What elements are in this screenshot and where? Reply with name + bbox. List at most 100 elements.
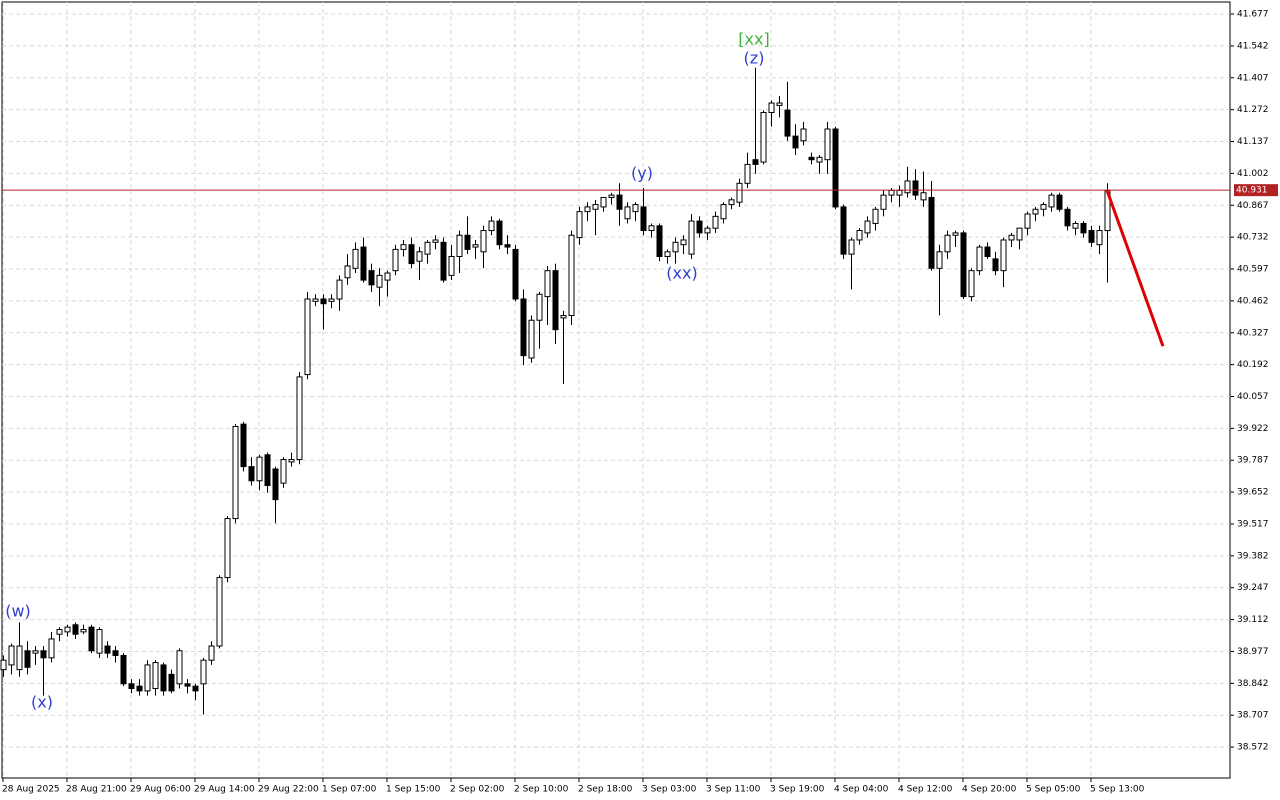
candle-body bbox=[336, 279, 343, 300]
x-tick-label: 5 Sep 13:00 bbox=[1090, 785, 1145, 795]
candle-body bbox=[240, 423, 247, 468]
x-tick-label: 29 Aug 22:00 bbox=[258, 785, 319, 795]
candle-body bbox=[152, 662, 159, 690]
candle-body bbox=[304, 298, 311, 376]
y-tick-label: 39.652 bbox=[1237, 488, 1269, 498]
candle-body bbox=[328, 298, 335, 302]
candle-body bbox=[592, 204, 599, 210]
candle-body bbox=[312, 298, 319, 302]
candle-body bbox=[1056, 194, 1063, 210]
candle-body bbox=[736, 182, 743, 203]
candle-body bbox=[208, 645, 215, 661]
y-tick-label: 40.327 bbox=[1237, 328, 1269, 338]
candle-body bbox=[112, 650, 119, 656]
wave-label: (y) bbox=[631, 164, 653, 183]
candle-body bbox=[608, 194, 615, 198]
candle-body bbox=[320, 298, 327, 305]
candle-body bbox=[800, 128, 807, 142]
candle-body bbox=[1008, 234, 1015, 241]
wave-label: (x) bbox=[31, 693, 53, 712]
candle-body bbox=[408, 244, 415, 265]
y-tick-label: 38.572 bbox=[1237, 743, 1269, 753]
candle-body bbox=[888, 189, 895, 196]
candle-body bbox=[440, 241, 447, 281]
candle-body bbox=[144, 664, 151, 692]
candle-body bbox=[1024, 213, 1031, 229]
candle-body bbox=[424, 241, 431, 255]
candle-body bbox=[784, 109, 791, 137]
candle-body bbox=[792, 135, 799, 149]
candle-body bbox=[552, 270, 559, 331]
candle-body bbox=[1080, 222, 1087, 234]
candle-body bbox=[600, 196, 607, 208]
candle-body bbox=[64, 626, 71, 633]
candle-body bbox=[808, 156, 815, 161]
candle-body bbox=[224, 518, 231, 579]
y-tick-label: 39.382 bbox=[1237, 551, 1269, 561]
candle-body bbox=[360, 246, 367, 281]
x-tick-label: 5 Sep 05:00 bbox=[1026, 785, 1081, 795]
x-tick-label: 1 Sep 07:00 bbox=[322, 785, 377, 795]
candle-body bbox=[80, 629, 87, 633]
x-tick-label: 29 Aug 06:00 bbox=[130, 785, 191, 795]
candle-body bbox=[648, 225, 655, 232]
x-tick-label: 2 Sep 10:00 bbox=[514, 785, 569, 795]
candle-body bbox=[48, 638, 55, 659]
y-tick-label: 41.137 bbox=[1237, 137, 1269, 147]
wave-label: (z) bbox=[744, 49, 765, 68]
candle-body bbox=[200, 659, 207, 685]
candle-body bbox=[504, 244, 511, 248]
y-tick-label: 39.247 bbox=[1237, 583, 1269, 593]
candle-body bbox=[1040, 204, 1047, 210]
candle-body bbox=[872, 208, 879, 224]
candle-body bbox=[288, 459, 295, 463]
candle-body bbox=[976, 246, 983, 272]
candle-body bbox=[928, 196, 935, 269]
candle-body bbox=[352, 248, 359, 269]
y-tick-label: 40.867 bbox=[1237, 201, 1269, 211]
candle-body bbox=[88, 626, 95, 652]
candle-body bbox=[664, 251, 671, 257]
candle-body bbox=[1088, 230, 1095, 243]
candle-body bbox=[1000, 239, 1007, 272]
candle-body bbox=[384, 272, 391, 281]
candle-body bbox=[272, 468, 279, 501]
grid bbox=[2, 2, 1230, 778]
y-tick-label: 41.272 bbox=[1237, 105, 1269, 115]
candle-body bbox=[392, 248, 399, 272]
candle-body bbox=[464, 234, 471, 250]
y-tick-label: 41.002 bbox=[1237, 169, 1269, 179]
candle-body bbox=[896, 189, 903, 196]
x-tick-label: 3 Sep 11:00 bbox=[706, 785, 761, 795]
candle-body bbox=[296, 376, 303, 461]
candle-body bbox=[448, 255, 455, 276]
candle-body bbox=[584, 206, 591, 213]
candle-body bbox=[776, 102, 783, 106]
candle-body bbox=[856, 230, 863, 241]
x-tick-label: 28 Aug 2025 bbox=[2, 785, 60, 795]
candle-body bbox=[1096, 230, 1103, 246]
y-tick-label: 40.057 bbox=[1237, 392, 1269, 402]
candle-body bbox=[72, 624, 79, 635]
candle-body bbox=[656, 225, 663, 257]
y-tick-label: 38.707 bbox=[1237, 711, 1269, 721]
x-tick-label: 1 Sep 15:00 bbox=[386, 785, 441, 795]
candle-body bbox=[944, 234, 951, 253]
y-tick-label: 40.597 bbox=[1237, 265, 1269, 275]
candle-body bbox=[560, 315, 567, 319]
candle-body bbox=[8, 645, 15, 666]
candle-body bbox=[56, 629, 63, 635]
candle-body bbox=[536, 293, 543, 321]
candle-body bbox=[680, 239, 687, 246]
candle-body bbox=[400, 244, 407, 250]
wave-label: [xx] bbox=[738, 30, 769, 49]
candle-body bbox=[176, 650, 183, 685]
candle-body bbox=[232, 425, 239, 520]
x-tick-label: 3 Sep 03:00 bbox=[642, 785, 697, 795]
candle-body bbox=[912, 180, 919, 196]
y-tick-label: 40.192 bbox=[1237, 360, 1269, 370]
plot-frame bbox=[1, 1, 1231, 779]
y-tick-label: 41.542 bbox=[1237, 41, 1269, 51]
candle-body bbox=[1064, 208, 1071, 227]
